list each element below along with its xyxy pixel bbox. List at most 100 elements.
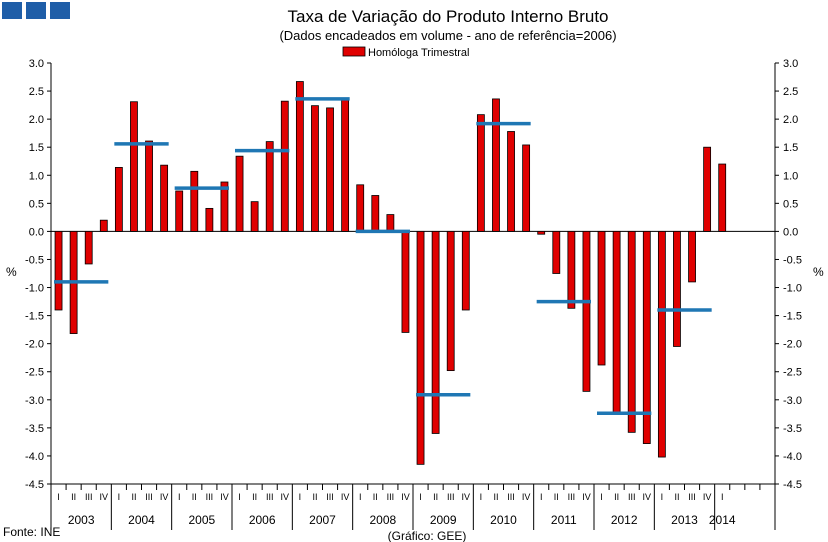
quarter-label: III [387, 492, 395, 502]
bar [582, 230, 591, 392]
y-tick-label-left: 2.5 [29, 86, 44, 98]
quarter-label: I [57, 492, 60, 502]
y-tick-label-left: 1.5 [29, 142, 44, 154]
bar [54, 230, 63, 311]
bar [235, 155, 244, 232]
y-tick-label-left: -4.5 [25, 479, 44, 491]
chart-subtitle: (Dados encadeados em volume - ano de ref… [279, 28, 616, 43]
bar [688, 230, 696, 283]
y-tick-label-right: -0.5 [783, 254, 802, 266]
year-label: 2011 [551, 513, 577, 527]
quarter-label: II [252, 492, 257, 502]
y-tick-label-left: 3.0 [29, 58, 44, 70]
quarter-label: II [192, 492, 197, 502]
bar [461, 230, 470, 311]
year-label: 2007 [309, 513, 336, 527]
quarter-label: III [85, 492, 93, 502]
y-tick-label-left: -0.5 [25, 254, 44, 266]
quarter-label: I [238, 492, 241, 502]
bar [175, 190, 184, 232]
bar [326, 107, 334, 232]
bar [718, 163, 727, 232]
quarter-label: I [721, 492, 724, 502]
bar [703, 146, 712, 232]
quarter-label: I [178, 492, 181, 502]
year-label: 2014 [709, 513, 736, 527]
quarter-label: III [447, 492, 455, 502]
quarter-label: II [433, 492, 438, 502]
bar [99, 219, 108, 232]
bar [431, 230, 440, 434]
quarter-label: I [600, 492, 603, 502]
quarter-label: II [373, 492, 378, 502]
bar [401, 230, 410, 333]
bar [205, 207, 214, 232]
quarter-label: II [71, 492, 76, 502]
quarter-label: IV [522, 492, 531, 502]
quarter-label: II [614, 492, 619, 502]
quarter-label: IV [703, 492, 712, 502]
bar [386, 214, 395, 232]
quarter-label: III [688, 492, 696, 502]
logo-block [50, 2, 70, 19]
brand-logo [2, 2, 70, 19]
y-tick-label-right: -4.0 [783, 451, 802, 463]
y-tick-label-right: -4.5 [783, 479, 802, 491]
bar [522, 144, 531, 232]
bar [145, 140, 153, 232]
quarter-label: I [419, 492, 422, 502]
year-label: 2004 [128, 513, 155, 527]
bar [446, 230, 455, 372]
y-tick-label-left: -1.5 [25, 311, 44, 323]
y-tick-label-left: 1.0 [29, 170, 44, 182]
bar [627, 230, 636, 433]
quarter-label: IV [582, 492, 591, 502]
y-tick-label-right: 2.5 [783, 86, 798, 98]
y-tick-label-left: -3.5 [25, 423, 44, 435]
y-tick-label-right: -1.5 [783, 311, 802, 323]
y-tick-label-left: 2.0 [29, 114, 44, 126]
quarter-label: II [554, 492, 559, 502]
bar [612, 230, 621, 413]
bar [84, 230, 93, 265]
y-tick-label-right: 2.0 [783, 114, 798, 126]
quarter-label: I [661, 492, 664, 502]
quarter-label: II [131, 492, 136, 502]
y-tick-label-right: -2.0 [783, 339, 802, 351]
bar [250, 201, 259, 232]
year-label: 2012 [611, 513, 638, 527]
y-tick-label-right: -3.0 [783, 395, 802, 407]
bar [657, 230, 666, 458]
bar [265, 141, 274, 232]
year-label: 2009 [430, 513, 457, 527]
quarter-label: III [145, 492, 153, 502]
quarter-label: IV [100, 492, 109, 502]
quarter-label: IV [401, 492, 410, 502]
bar [416, 230, 425, 465]
y-tick-label-right: -1.0 [783, 283, 802, 295]
credit-note: (Gráfico: GEE) [388, 529, 467, 542]
bar [356, 184, 365, 232]
y-tick-label-right: 0.5 [783, 198, 798, 210]
y-axis-label-left: % [6, 265, 17, 279]
y-tick-label-left: 0.0 [29, 226, 44, 238]
quarter-label: I [359, 492, 362, 502]
y-tick-label-right: 1.0 [783, 170, 798, 182]
quarter-label: I [480, 492, 483, 502]
bar [114, 167, 123, 232]
logo-block [2, 2, 22, 19]
year-label: 2010 [490, 513, 517, 527]
bar [492, 98, 500, 232]
bar [295, 81, 304, 232]
source-note: Fonte: INE [3, 525, 60, 539]
quarter-label: IV [643, 492, 652, 502]
legend-label: Homóloga Trimestral [368, 47, 469, 59]
bar [311, 105, 319, 232]
bar [341, 99, 350, 232]
chart-title: Taxa de Variação do Produto Interno Brut… [288, 7, 609, 26]
bar [371, 195, 380, 232]
bar [160, 164, 169, 232]
bar [597, 230, 606, 366]
quarter-label: II [493, 492, 498, 502]
